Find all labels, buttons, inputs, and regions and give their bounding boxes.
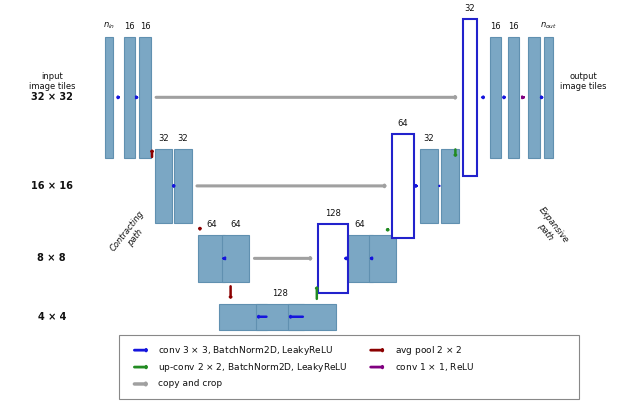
Bar [318,224,348,293]
Text: 16 × 16: 16 × 16 [31,181,73,191]
Text: 16: 16 [140,22,150,31]
Text: Contracting
path: Contracting path [109,209,154,259]
Text: 64: 64 [397,119,408,128]
Bar [545,37,553,158]
Text: 32 × 32: 32 × 32 [31,93,73,102]
Text: 16: 16 [490,22,501,31]
Text: input
image tiles: input image tiles [29,72,75,91]
Text: 16: 16 [508,22,519,31]
Bar [346,235,373,282]
Bar [442,149,460,223]
Bar [288,304,335,330]
Text: up-conv 2 $\times$ 2, BatchNorm2D, LeakyReLU: up-conv 2 $\times$ 2, BatchNorm2D, Leaky… [159,361,348,374]
Text: Expansive
path: Expansive path [529,205,571,251]
Text: conv 1 $\times$ 1, ReLU: conv 1 $\times$ 1, ReLU [395,361,474,373]
Text: $n_{in}$: $n_{in}$ [103,20,115,31]
Bar [256,304,304,330]
Text: 64: 64 [230,220,241,229]
Bar [490,37,501,158]
Text: 64: 64 [355,220,365,229]
Bar [124,37,136,158]
Text: 32: 32 [158,134,169,143]
Bar [222,235,249,282]
Text: 8 × 8: 8 × 8 [38,253,66,263]
Text: 32: 32 [465,4,476,13]
Text: 16: 16 [124,22,135,31]
Text: 32: 32 [423,134,434,143]
Bar [105,37,113,158]
Bar [528,37,540,158]
Text: 128: 128 [272,288,288,298]
Bar [155,149,173,223]
Bar [173,149,191,223]
Bar [463,19,477,176]
Text: 4 × 4: 4 × 4 [38,312,66,322]
Text: avg pool 2 $\times$ 2: avg pool 2 $\times$ 2 [395,344,462,357]
Bar [198,235,225,282]
Text: 32: 32 [177,134,188,143]
Text: $n_{out}$: $n_{out}$ [540,20,557,31]
Text: conv 3 $\times$ 3, BatchNorm2D, LeakyReLU: conv 3 $\times$ 3, BatchNorm2D, LeakyReL… [159,344,333,357]
Text: output
image tiles: output image tiles [561,72,607,91]
Bar [140,37,151,158]
Bar [119,335,579,399]
Bar [369,235,396,282]
Bar [392,134,414,238]
Bar [420,149,438,223]
Bar [220,304,268,330]
Text: 128: 128 [325,208,340,218]
Text: copy and crop: copy and crop [159,379,223,389]
Text: 64: 64 [206,220,217,229]
Bar [508,37,519,158]
